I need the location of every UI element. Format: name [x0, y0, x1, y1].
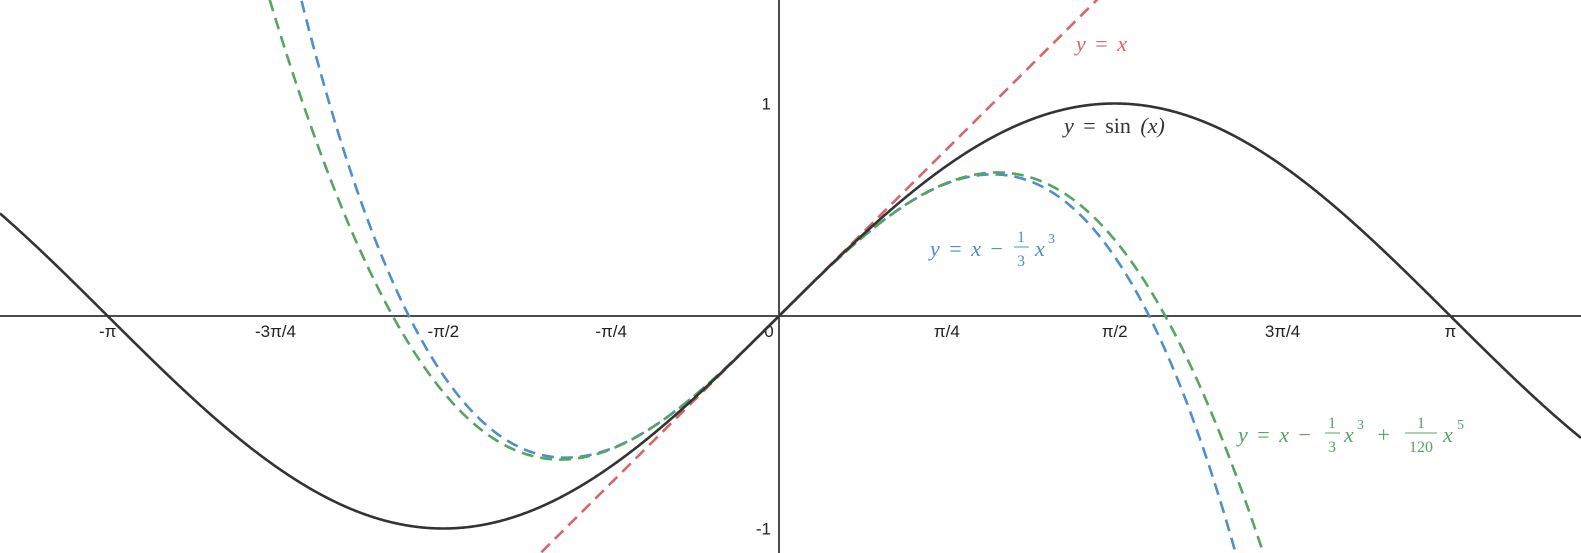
svg-text:120: 120	[1409, 439, 1433, 456]
svg-text:5: 5	[1457, 418, 1464, 433]
y-tick-label: -1	[756, 520, 771, 539]
x-tick-label: π	[1444, 322, 1456, 341]
label-cubic: y = x − 1 3 x 3	[928, 229, 1055, 270]
label-linear: y = x	[1074, 31, 1127, 56]
x-tick-label: 3π/4	[1265, 322, 1300, 341]
series-sin-line	[0, 102, 1581, 530]
svg-text:x: x	[1442, 422, 1453, 447]
svg-text:y = x −: y = x −	[1236, 422, 1311, 447]
svg-text:3: 3	[1357, 418, 1364, 433]
svg-text:3: 3	[1017, 253, 1025, 270]
series-quintic-line	[268, 0, 1265, 553]
svg-text:3: 3	[1328, 439, 1336, 456]
svg-text:x: x	[1343, 422, 1354, 447]
y-tick-label: 1	[762, 95, 771, 114]
x-tick-label: -π/2	[428, 322, 460, 341]
svg-text:y = x −: y = x −	[928, 236, 1003, 261]
svg-text:3: 3	[1048, 232, 1055, 247]
series-cubic-line	[300, 0, 1237, 553]
x-tick-label: -3π/4	[255, 322, 296, 341]
x-tick-label: -π/4	[595, 322, 627, 341]
svg-text:x: x	[1034, 236, 1045, 261]
tick-labels: -π -3π/4 -π/2 -π/4 0 π/4 π/2 3π/4 π 1 -1	[99, 95, 1456, 539]
svg-text:1: 1	[1328, 415, 1336, 432]
svg-text:+: +	[1376, 422, 1391, 447]
svg-text:1: 1	[1417, 415, 1425, 432]
svg-text:1: 1	[1017, 229, 1025, 246]
x-tick-label: -π	[99, 322, 116, 341]
x-tick-label: π/4	[934, 322, 960, 341]
label-sin: y = sin (x)	[1062, 113, 1165, 138]
label-quintic: y = x − 1 3 x 3 + 1 120 x 5	[1236, 415, 1464, 456]
x-tick-label: 0	[764, 322, 773, 341]
x-tick-label: π/2	[1102, 322, 1128, 341]
